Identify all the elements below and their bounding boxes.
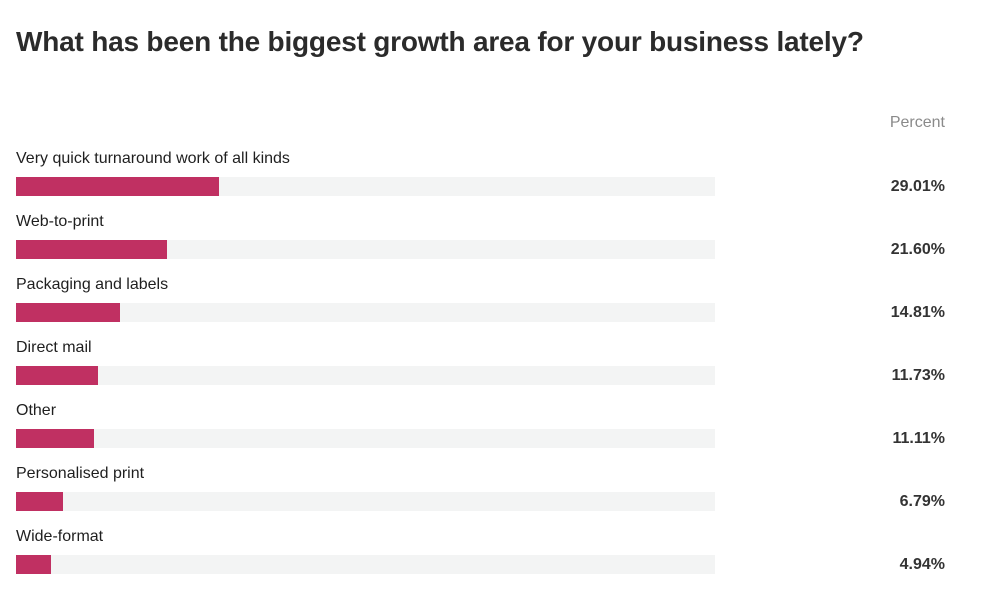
bar-fill	[16, 366, 98, 385]
bar-category-label: Direct mail	[16, 339, 92, 356]
bar-track	[16, 492, 715, 511]
bar-fill	[16, 303, 120, 322]
bar-track	[16, 366, 715, 385]
bar-row: Very quick turnaround work of all kinds 2…	[0, 150, 1002, 213]
bar-value-label: 11.73%	[891, 367, 945, 384]
bar-category-label: Web-to-print	[16, 213, 104, 230]
bar-fill	[16, 429, 94, 448]
bar-category-label: Personalised print	[16, 465, 145, 482]
bar-value-label: 4.94%	[899, 556, 945, 573]
bar-value-label: 29.01%	[890, 178, 945, 195]
bar-category-label: Wide-format	[16, 528, 104, 545]
bar-category-label: Other	[16, 402, 57, 419]
bar-fill	[16, 240, 167, 259]
bar-track	[16, 240, 715, 259]
bar-track	[16, 429, 715, 448]
bar-fill	[16, 177, 219, 196]
bar-category-label: Packaging and labels	[16, 276, 169, 293]
chart-title: What has been the biggest growth area fo…	[16, 26, 864, 57]
bar-category-label: Very quick turnaround work of all kinds	[16, 150, 290, 167]
bar-track	[16, 177, 715, 196]
bar-track	[16, 303, 715, 322]
bar-fill	[16, 492, 63, 511]
bar-row: Personalised print 6.79%	[0, 465, 1002, 528]
bar-value-label: 6.79%	[899, 493, 945, 510]
bar-row: Packaging and labels 14.81%	[0, 276, 1002, 339]
bar-row: Direct mail 11.73%	[0, 339, 1002, 402]
bar-value-label: 21.60%	[890, 241, 945, 258]
bar-row: Web-to-print 21.60%	[0, 213, 1002, 276]
bar-track	[16, 555, 715, 574]
bar-row: Wide-format 4.94%	[0, 528, 1002, 591]
bar-value-label: 14.81%	[890, 304, 945, 321]
percent-column-header: Percent	[889, 114, 945, 131]
bar-fill	[16, 555, 51, 574]
bar-row: Other 11.11%	[0, 402, 1002, 465]
bar-value-label: 11.11%	[892, 430, 946, 447]
